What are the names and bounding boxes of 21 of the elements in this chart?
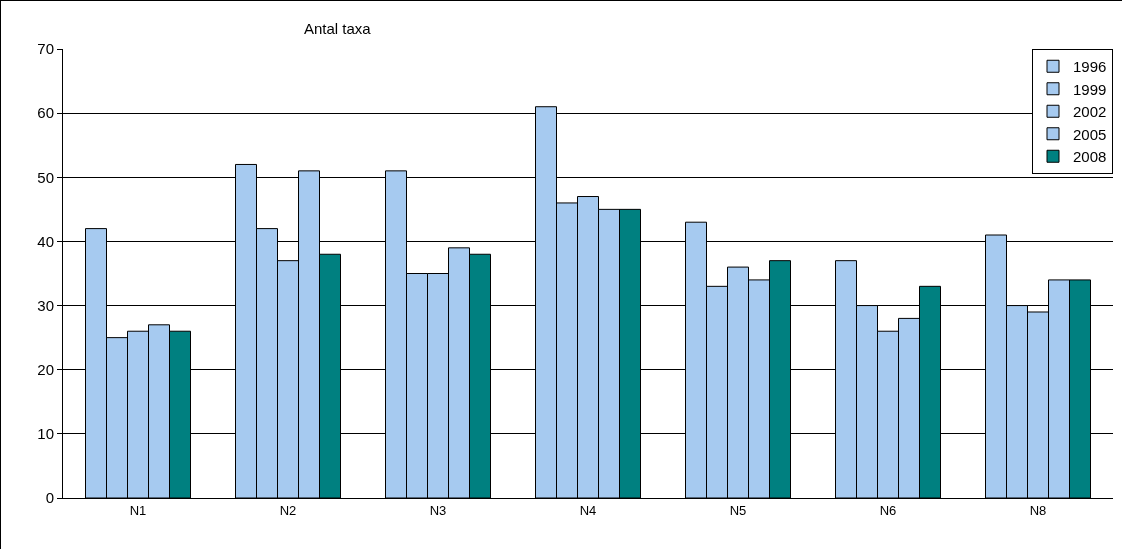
y-tick-label: 40: [37, 232, 54, 250]
y-tick-label: 50: [37, 168, 54, 186]
legend-label: 2002: [1073, 103, 1107, 121]
legend-label: 1999: [1073, 80, 1107, 98]
x-tick-label: N1: [129, 502, 147, 518]
legend-label: 2008: [1073, 148, 1107, 166]
y-tick-label: 10: [37, 425, 54, 443]
y-tick-label: 20: [37, 360, 54, 378]
legend-label: 1996: [1073, 58, 1107, 76]
x-tick-label: N6: [879, 502, 897, 518]
x-tick-label: N5: [729, 502, 747, 518]
chart-title: Antal taxa: [303, 19, 372, 37]
y-tick-label: 0: [45, 489, 54, 507]
y-tick-label: 60: [37, 104, 54, 122]
x-tick-label: N4: [579, 502, 597, 518]
legend-label: 2005: [1073, 125, 1107, 143]
x-tick-label: N3: [429, 502, 447, 518]
y-tick-label: 70: [37, 40, 54, 58]
x-tick-label: N8: [1029, 502, 1047, 518]
x-tick-label: N2: [279, 502, 297, 518]
y-tick-label: 30: [37, 296, 54, 314]
